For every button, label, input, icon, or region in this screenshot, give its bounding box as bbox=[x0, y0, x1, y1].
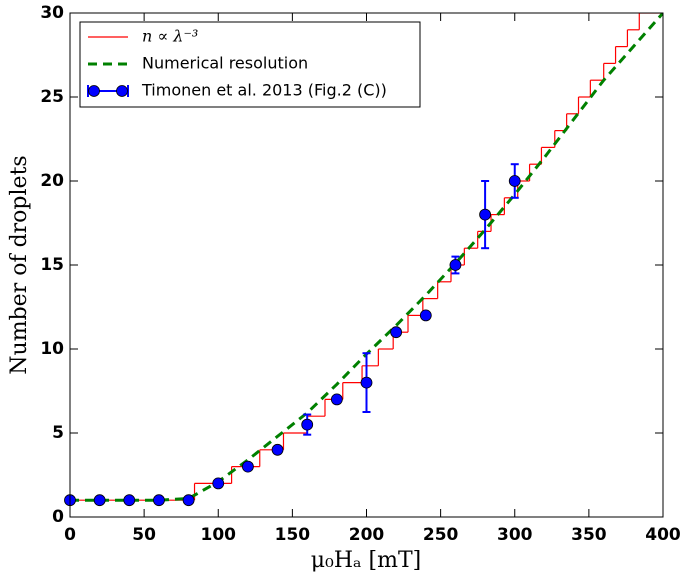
y-tick-label: 25 bbox=[40, 87, 64, 107]
y-tick-label: 5 bbox=[52, 423, 64, 443]
legend-label: n ∝ λ⁻³ bbox=[142, 27, 198, 46]
y-tick-label: 10 bbox=[40, 339, 64, 359]
point bbox=[182, 494, 195, 507]
point bbox=[449, 259, 462, 271]
point bbox=[93, 494, 106, 507]
y-axis-label: Number of droplets bbox=[7, 155, 32, 374]
x-axis-label: μ₀Hₐ [mT] bbox=[311, 548, 421, 573]
point bbox=[479, 208, 492, 221]
x-tick-label: 250 bbox=[423, 525, 459, 545]
x-tick-label: 200 bbox=[349, 525, 385, 545]
point bbox=[419, 309, 432, 322]
point bbox=[330, 393, 343, 406]
x-tick-label: 400 bbox=[645, 525, 681, 545]
y-tick-label: 20 bbox=[40, 171, 64, 191]
legend-key bbox=[116, 85, 128, 97]
legend-box bbox=[79, 21, 421, 108]
legend-key bbox=[88, 85, 100, 97]
legend-label: Timonen et al. 2013 (Fig.2 (C)) bbox=[141, 81, 387, 100]
plot-frame bbox=[69, 12, 664, 518]
point bbox=[123, 494, 136, 507]
point bbox=[390, 326, 403, 339]
x-tick-label: 50 bbox=[132, 525, 156, 545]
x-tick-label: 350 bbox=[571, 525, 607, 545]
legend-label: Numerical resolution bbox=[142, 54, 308, 73]
point bbox=[241, 460, 254, 473]
point bbox=[271, 443, 284, 456]
point bbox=[153, 494, 165, 507]
point bbox=[212, 477, 225, 490]
point bbox=[301, 418, 314, 431]
x-tick-label: 150 bbox=[275, 525, 311, 545]
x-tick-label: 0 bbox=[64, 525, 76, 545]
point bbox=[360, 376, 373, 389]
y-tick-label: 0 bbox=[52, 507, 64, 527]
point bbox=[508, 175, 521, 187]
x-tick-label: 300 bbox=[497, 525, 533, 545]
y-tick-label: 15 bbox=[40, 255, 64, 275]
y-tick-label: 30 bbox=[40, 3, 64, 23]
x-tick-label: 100 bbox=[201, 525, 237, 545]
